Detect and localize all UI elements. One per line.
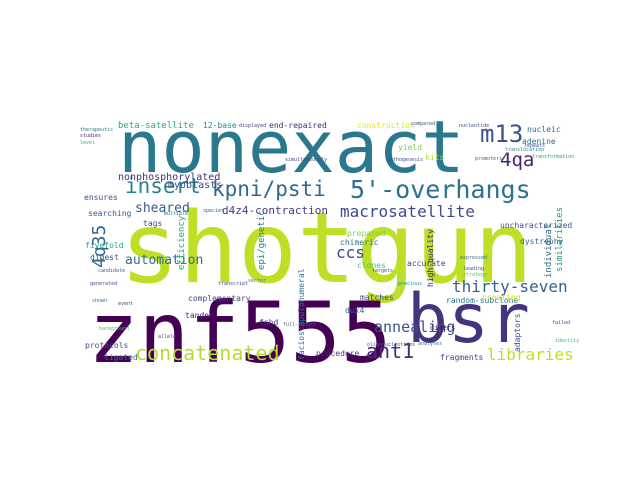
word-5-overhangs: 5'-overhangs [350, 175, 531, 204]
word-ant1: ant1 [366, 339, 414, 363]
word-beta-satellite: beta-satellite [118, 121, 194, 131]
word-level: level [80, 140, 95, 146]
word-facioscapulohumeral: facioscapulohumeral [297, 268, 306, 360]
word-candidate: candidate [98, 268, 125, 274]
word-clones: clones [357, 261, 386, 270]
word-construction: construction [357, 121, 415, 130]
word-prepared: prepared [347, 229, 386, 238]
word-end-repaired: end-repaired [269, 121, 327, 130]
word-znf555: znf555 [88, 284, 391, 382]
word-matches: fshd [259, 318, 278, 327]
word-uncharacterized: uncharacterized [500, 221, 572, 230]
word-m13: m13 [480, 120, 523, 148]
word-dystrophy: dystrophy [520, 237, 564, 246]
word-12-base: 12-base [203, 121, 237, 130]
word-tandem: complementary [188, 294, 251, 303]
word-repeats: repeats [524, 143, 545, 149]
word-therapeutic: therapeutic [80, 127, 113, 133]
word-thirty-seven: thirty-seven [452, 277, 568, 296]
word-shotgun: shotgun [120, 192, 533, 306]
word-concatenated: concatenated [135, 341, 280, 365]
word-dimers: dimers [430, 324, 455, 332]
word-translocation: translocation [505, 147, 544, 153]
word-oligonucleotides: oligonucleotides [367, 342, 415, 348]
word-cloud-words: shotgun nonexact znf555 bsr 5'-overhangs… [80, 105, 579, 382]
word-nucleic: nucleic [527, 125, 561, 134]
word-transcript: transcript [218, 281, 248, 287]
word-nucleotide: nucleotide [459, 123, 489, 129]
word-high-quality: creating [482, 293, 521, 302]
word-procedure: procedure [316, 349, 360, 358]
word-tags: tags [143, 219, 162, 228]
word-complementary: high-quality [426, 229, 435, 287]
word-fivefold: fivefold [85, 241, 124, 250]
word-compared: compared [411, 121, 435, 127]
word-nonexact: nonexact [118, 105, 465, 189]
word-4q35: 4q35 [89, 225, 110, 268]
word-nonphosphorylated: nonphosphorylated [118, 172, 220, 183]
word-annealing: annealing [374, 318, 455, 336]
word-epi-genetic: epi/genetic [257, 210, 267, 270]
word-ensures: ensures [84, 193, 118, 202]
word-identity: identity [555, 338, 579, 344]
word-kits: kits [425, 153, 444, 162]
word-random-subclone: dux4 [345, 306, 364, 315]
word-species: species [203, 208, 224, 214]
word-efficiency: efficiency [177, 215, 187, 270]
word-studies: studies [80, 133, 101, 139]
word-fragments: fragments [440, 353, 484, 362]
word-d4z4-contraction: d4z4-contraction [222, 204, 328, 217]
word-full-length: full-length [283, 322, 316, 328]
word-promoters: promoters [475, 156, 502, 162]
word-ligated: ligated [104, 353, 138, 362]
word-chimeric: chimeric [340, 238, 379, 247]
word-bsr: bsr [407, 280, 530, 359]
word-generated: generated [90, 281, 117, 287]
word-multiple: multiple [164, 211, 188, 217]
word-kpni-psti: kpni/psti [212, 177, 326, 201]
word-automation: automation [125, 253, 203, 268]
word-macrosatellite: macrosatellite [340, 202, 475, 221]
word-shown: shown [92, 298, 107, 304]
word-failed: failed [552, 320, 570, 326]
word-event: event [118, 301, 133, 307]
word-dux4: matches [360, 293, 394, 302]
word-myoblasts: myoblasts [168, 180, 222, 191]
word-4qa: 4qa [500, 149, 534, 171]
word-creating: random-subclone [446, 296, 518, 305]
word-ccs: ccs [336, 243, 365, 262]
word-strategy: strategy [463, 272, 487, 278]
word-pathogenesis: pathogenesis [387, 157, 423, 163]
word-adenine: adenine [522, 137, 556, 146]
word-searching: searching [88, 209, 132, 218]
word-vector: vector [248, 278, 266, 284]
word-simultaneously: simultaneously [285, 157, 327, 163]
word-background: background [99, 326, 129, 332]
word-similarities: similarities [555, 207, 565, 272]
word-transformation: transformation [532, 154, 574, 160]
word-displayed: displayed [239, 123, 266, 129]
word-targets: targets [372, 268, 393, 274]
word-insert: insert [125, 174, 201, 198]
word-leading: leading [463, 266, 484, 272]
word-digest: digest [90, 253, 119, 262]
word-libraries: libraries [487, 345, 574, 364]
word-expressed: expressed [460, 255, 487, 261]
word-protocols: protocols [85, 341, 129, 350]
word-fshd: tandem [185, 311, 214, 320]
word-precious: precious [398, 281, 422, 287]
word-adaptors: adaptors [513, 313, 522, 352]
word-accurate: accurate [407, 259, 446, 268]
word-yield: yield [398, 143, 422, 152]
word-analyses: analyses [418, 341, 442, 347]
word-sheared: sheared [135, 201, 190, 216]
word-allele: allele [158, 334, 176, 340]
word-individual: individual [544, 224, 554, 278]
